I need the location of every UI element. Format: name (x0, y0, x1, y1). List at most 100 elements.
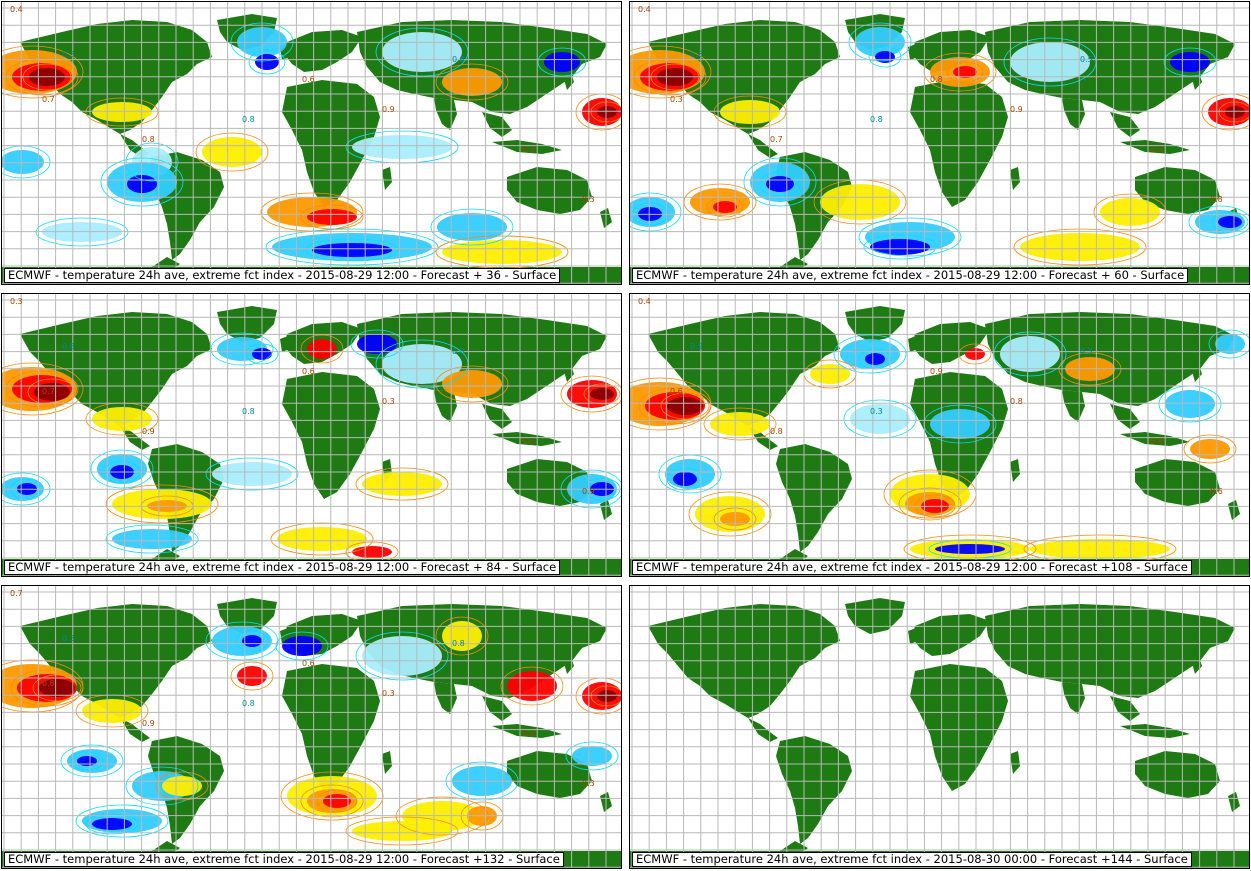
contour-line (993, 331, 1067, 377)
anomaly-region (544, 52, 580, 72)
contour-line (1093, 193, 1167, 231)
contour-line (703, 407, 777, 441)
contour-line (759, 171, 801, 197)
continent (482, 112, 512, 137)
contour-line (666, 467, 704, 491)
contour-line (85, 97, 159, 127)
map-caption: ECMWF - temperature 24h ave, extreme fct… (4, 560, 561, 575)
lat-lon-grid (630, 2, 1249, 284)
anomaly-region (820, 184, 900, 220)
anomaly-layer (2, 329, 621, 563)
map-panel-forecast-60: 0.4 0.6 0.3 0.7 0.8 0.8 0.9 0.5 0.3 0.8 ECMWF - t… (629, 1, 1250, 285)
anomaly-region (597, 106, 617, 118)
anomaly-region (442, 370, 502, 398)
contour-line (300, 784, 364, 818)
continent (1110, 112, 1140, 137)
anomaly-region (282, 636, 322, 656)
contour-line (248, 49, 286, 75)
contour-line (10, 669, 84, 707)
contour-value-label: 0.7 (42, 387, 55, 396)
anomaly-region (255, 54, 279, 70)
contour-line (743, 157, 817, 207)
anomaly-region (437, 213, 507, 241)
anomaly-region (1215, 334, 1245, 354)
anomaly-region (34, 383, 70, 401)
contour-value-label: 0.8 (930, 75, 943, 84)
anomaly-region (597, 690, 617, 702)
contour-value-label: 0.3 (1080, 347, 1093, 356)
contour-line (500, 666, 564, 706)
contour-value-label: 0.3 (10, 297, 23, 306)
contour-value-label: 0.4 (638, 297, 651, 306)
contour-line (230, 661, 274, 691)
contour-value-label: 0.3 (382, 689, 395, 698)
anomaly-layer (630, 329, 1249, 564)
continent (1010, 167, 1020, 190)
contour-line (270, 522, 374, 556)
contour-line (2, 45, 84, 99)
continent (776, 736, 852, 844)
contour-value-label: 0.4 (638, 5, 651, 14)
contour-value-label: 0.6 (302, 659, 315, 668)
anomaly-region (710, 412, 770, 436)
contour-value-label: 0.3 (1150, 145, 1163, 154)
contour-line (275, 631, 329, 661)
contour-value-label: 0.6 (690, 50, 703, 59)
anomaly-region (1225, 106, 1245, 118)
map-caption: ECMWF - temperature 24h ave, extreme fct… (4, 268, 561, 283)
contour-line (155, 771, 209, 801)
contour-line (305, 238, 399, 262)
contour-value-label: 0.6 (670, 387, 683, 396)
contour-line (316, 789, 358, 813)
contour-line (235, 630, 269, 652)
anomaly-region (1030, 539, 1170, 559)
anomaly-region (930, 409, 990, 439)
contour-line (583, 383, 621, 405)
continent (482, 696, 512, 721)
contour-value-label: 0.9 (382, 105, 395, 114)
anomaly-region (720, 100, 780, 124)
continent (507, 751, 592, 798)
continent (1190, 362, 1202, 382)
continent (776, 444, 852, 552)
contour-value-label: 0.8 (1150, 437, 1163, 446)
contour-line (1013, 228, 1147, 266)
contour-line (537, 47, 587, 77)
contour-value-label: 0.8 (242, 699, 255, 708)
contour-value-label: 0.4 (10, 5, 23, 14)
anomaly-region (590, 388, 614, 400)
contour-value-label: 0.9 (522, 729, 535, 738)
contour-line (125, 142, 179, 182)
contour-value-label: 0.8 (42, 679, 55, 688)
continent (382, 167, 392, 190)
contour-line (868, 46, 902, 68)
contour-line (1183, 434, 1237, 464)
lat-lon-grid (2, 2, 621, 284)
contour-value-label: 0.3 (62, 50, 75, 59)
anomaly-region (965, 348, 985, 360)
anomaly-region (1100, 198, 1160, 226)
contour-value-label: 0.6 (302, 367, 315, 376)
anomaly-region (312, 243, 392, 257)
contour-line (70, 751, 104, 771)
continent (1110, 696, 1140, 721)
forecast-map: 0.4 0.6 0.3 0.7 0.8 0.8 0.9 0.5 0.3 0.8 (630, 2, 1249, 284)
contour-value-label: 0.8 (62, 342, 75, 351)
contour-line (898, 487, 962, 521)
contour-value-label: 0.3 (62, 634, 75, 643)
contour-line (5, 370, 79, 408)
continent (912, 30, 990, 72)
anomaly-region (202, 137, 262, 167)
contour-line (32, 674, 82, 702)
anomaly-region (673, 472, 697, 486)
anomaly-region (442, 68, 502, 96)
contour-line (946, 61, 984, 83)
anomaly-layer (2, 22, 621, 269)
anomaly-region (92, 102, 152, 122)
continent (382, 751, 392, 774)
map-panel-forecast-108: 0.4 0.9 0.6 0.8 0.3 0.9 0.8 0.3 0.8 0.6 ECMWF - t… (629, 293, 1250, 577)
continent (562, 654, 574, 674)
contour-value-label: 0.8 (452, 639, 465, 648)
contour-value-label: 0.9 (1010, 105, 1023, 114)
anomaly-region (1000, 336, 1060, 372)
